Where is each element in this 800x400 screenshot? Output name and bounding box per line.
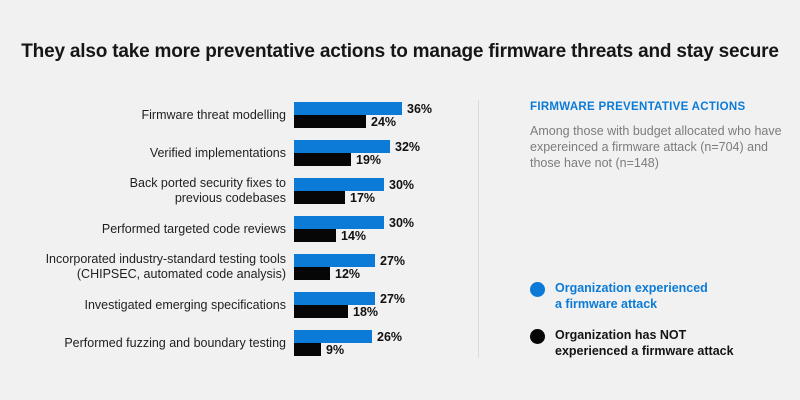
chart-row: Firmware threat modelling 36% 24% [38,101,433,129]
legend-item-not-experienced: Organization has NOT experienced a firmw… [530,328,782,359]
bar-not-experienced [294,305,348,318]
category-label: Back ported security fixes to previous c… [129,176,286,205]
legend-item-experienced: Organization experienced a firmware atta… [530,281,782,312]
category-label: Verified implementations [149,145,286,160]
bar-experienced [294,178,384,191]
bar-experienced [294,330,372,343]
bar-value: 18% [353,304,379,319]
vertical-divider [478,100,479,358]
bar-experienced [294,254,375,267]
legend: Organization experienced a firmware atta… [530,281,782,359]
bar-experienced [294,102,402,115]
bar-value: 36% [407,101,433,116]
bar-not-experienced [294,267,330,280]
legend-label: Organization experienced a firmware atta… [555,281,708,311]
bar-experienced [294,292,375,305]
bar-not-experienced [294,229,336,242]
bar-value: 32% [395,139,421,154]
bar-not-experienced [294,115,366,128]
bar-not-experienced [294,343,321,356]
bar-experienced [294,216,384,229]
legend-label: Organization has NOT experienced a firmw… [555,328,734,358]
page-title: They also take more preventative actions… [21,41,779,62]
bar-value: 14% [341,228,367,243]
side-panel-note: Among those with budget allocated who ha… [530,124,782,170]
legend-dot-black-icon [530,329,545,344]
chart-row: Back ported security fixes to previous c… [38,176,432,205]
bar-value: 26% [377,329,403,344]
chart-row: Performed fuzzing and boundary testing 2… [38,329,432,357]
bar-experienced [294,140,390,153]
category-label: Performed targeted code reviews [101,221,286,236]
bar-value: 19% [356,152,382,167]
category-label: Performed fuzzing and boundary testing [64,335,286,350]
category-label: Incorporated industry-standard testing t… [45,252,286,281]
legend-dot-blue-icon [530,282,545,297]
bar-chart: Firmware threat modelling 36% 24% Verifi… [38,101,433,357]
chart-row: Verified implementations 32% 19% [38,139,432,167]
side-panel: FIRMWARE PREVENTATIVE ACTIONS Among thos… [530,101,782,375]
bar-value: 17% [350,190,376,205]
chart-row: Incorporated industry-standard testing t… [38,252,432,281]
bar-value: 27% [380,291,406,306]
bar-value: 30% [389,177,415,192]
category-label: Firmware threat modelling [141,107,287,122]
bar-not-experienced [294,153,351,166]
bar-value: 27% [380,253,406,268]
bar-value: 30% [389,215,415,230]
bar-not-experienced [294,191,345,204]
chart-row: Investigated emerging specifications 27%… [38,291,432,319]
category-label: Investigated emerging specifications [84,297,286,312]
bar-value: 24% [371,114,397,129]
bar-value: 12% [335,266,361,281]
chart-row: Performed targeted code reviews 30% 14% [38,215,432,243]
side-panel-header: FIRMWARE PREVENTATIVE ACTIONS [530,101,746,113]
bar-value: 9% [326,342,345,357]
